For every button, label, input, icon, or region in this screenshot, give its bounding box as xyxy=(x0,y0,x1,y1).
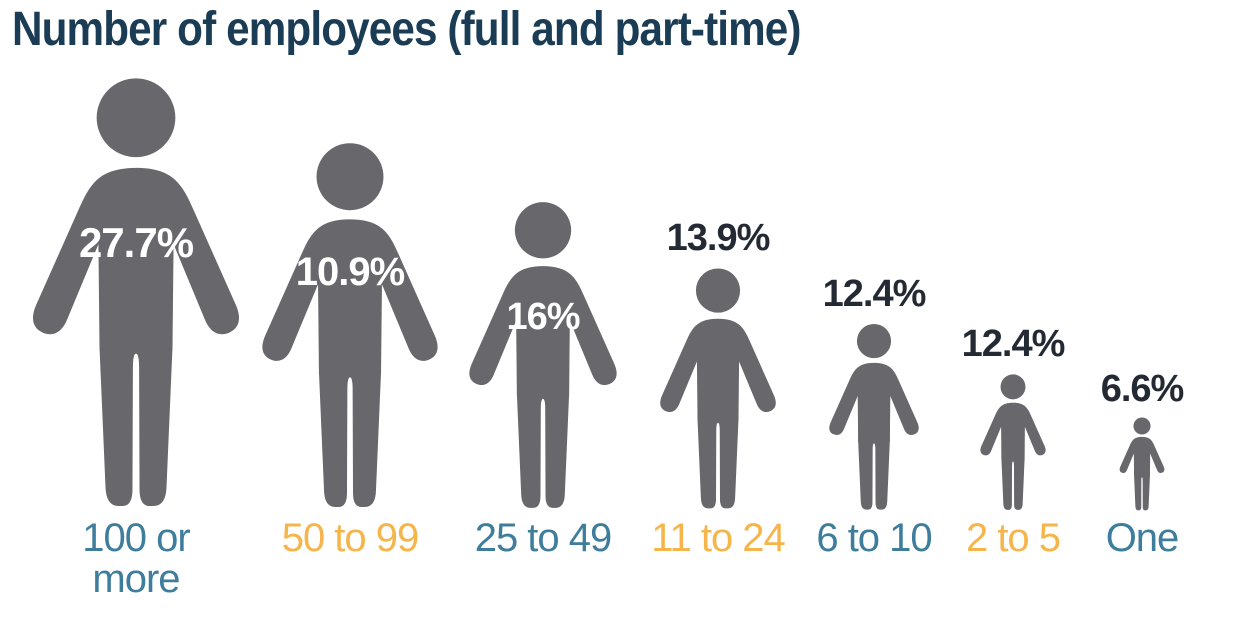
person-silhouette xyxy=(1119,417,1165,511)
chart-title: Number of employees (full and part-time) xyxy=(12,3,801,56)
category-column-11-to-24: 13.9% 11 to 24 xyxy=(628,0,808,617)
category-label: 25 to 49 xyxy=(474,516,613,560)
category-label: 6 to 10 xyxy=(816,516,932,560)
value-label: 12.4% xyxy=(822,273,927,315)
person-icon: 16% xyxy=(464,202,622,512)
person-icon: 10.9% xyxy=(256,143,444,512)
person-icon xyxy=(656,268,780,512)
person-icon xyxy=(978,374,1048,512)
category-column-100-or-more: 27.7% 100 or more xyxy=(16,0,256,617)
person-icon: 27.7% xyxy=(26,78,247,512)
person-silhouette xyxy=(980,374,1046,510)
category-label: One xyxy=(1105,516,1180,560)
person-icon xyxy=(1118,417,1166,512)
category-label: 100 or more xyxy=(82,516,190,601)
person-silhouette xyxy=(262,143,438,508)
person-silhouette xyxy=(32,78,240,507)
category-column-2-to-5: 12.4% 2 to 5 xyxy=(943,0,1083,617)
value-label: 6.6% xyxy=(1100,368,1185,410)
value-label: 16% xyxy=(506,295,580,338)
value-label: 27.7% xyxy=(78,218,194,266)
category-label: 11 to 24 xyxy=(651,516,786,560)
category-column-50-to-99: 10.9% 50 to 99 xyxy=(250,0,450,617)
person-icon xyxy=(826,324,922,512)
value-label: 12.4% xyxy=(961,323,1066,365)
category-column-6-to-10: 12.4% 6 to 10 xyxy=(794,0,954,617)
category-column-one: 6.6% One xyxy=(1082,0,1202,617)
person-silhouette xyxy=(660,268,776,509)
person-silhouette xyxy=(829,324,919,510)
category-column-25-to-49: 16% 25 to 49 xyxy=(443,0,643,617)
person-silhouette xyxy=(469,202,617,508)
category-label: 50 to 99 xyxy=(281,516,420,560)
value-label: 10.9% xyxy=(295,250,405,295)
value-label: 13.9% xyxy=(666,217,771,259)
category-label: 2 to 5 xyxy=(965,516,1061,560)
